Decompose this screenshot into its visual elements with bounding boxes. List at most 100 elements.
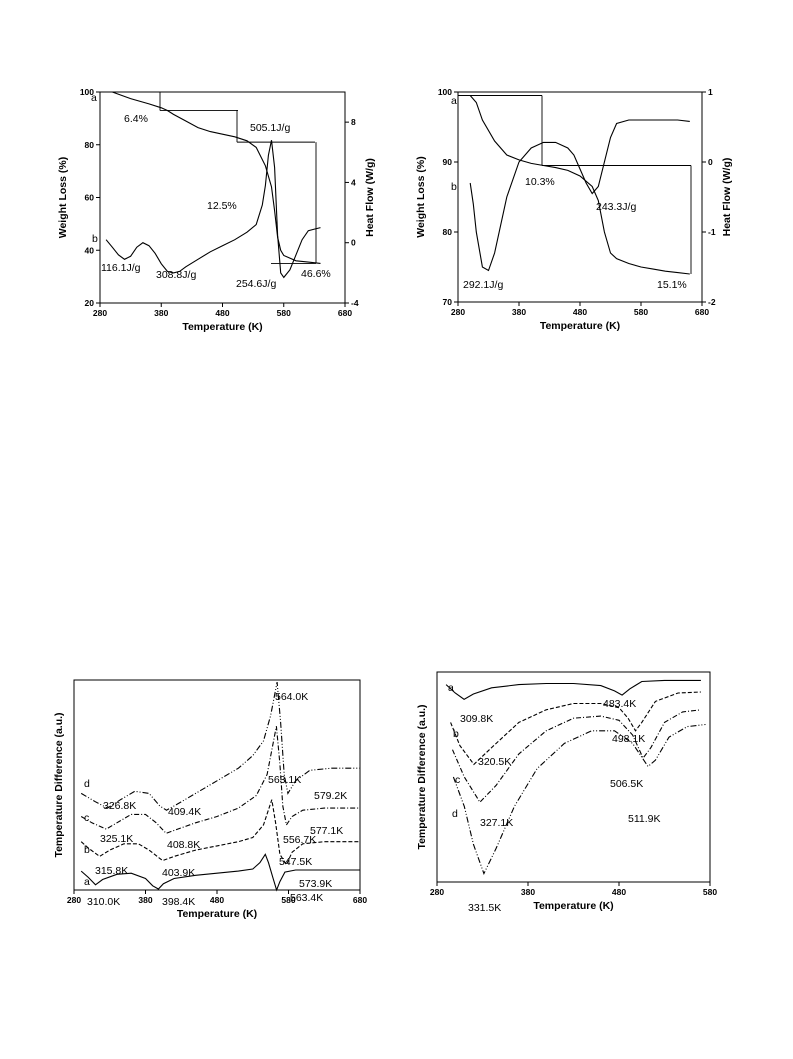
y2-tick-label: -1 [708,227,716,237]
y-axis-title: Weight Loss (%) [57,157,69,238]
annotation-label: d [452,808,458,820]
annotation-label: 403.9K [162,867,195,879]
y-tick-label: 20 [85,298,95,308]
x-tick-label: 380 [521,887,535,897]
x-tick-label: 280 [430,887,444,897]
annotation-label: a [451,95,457,107]
annotation-label: 564.0K [275,691,308,703]
annotation-label: b [451,181,457,193]
annotation-label: 325.1K [100,833,133,845]
x-tick-label: 580 [281,895,295,905]
chart-panel-bottom-left [73,679,361,894]
annotation-label: 310.0K [87,896,120,908]
x-tick-label: 580 [277,308,291,318]
y-tick-label: 100 [438,87,452,97]
y-tick-label: 80 [85,140,95,150]
x-tick-label: 280 [93,308,107,318]
annotation-label: b [453,728,459,740]
chart-panel-bottom-right [436,671,711,886]
y2-tick-label: 4 [351,177,356,187]
y2-tick-label: -4 [351,298,359,308]
annotation-label: 326.8K [103,800,136,812]
annotation-label: c [84,812,89,824]
plot-frame [436,671,711,883]
annotation-label: c [455,774,460,786]
annotation-label: 243.3J/g [596,201,636,213]
y-axis-title: Temperature Difference (a.u.) [53,712,65,857]
x-tick-label: 680 [353,895,367,905]
annotation-label: b [92,233,98,245]
x-tick-label: 680 [695,307,709,317]
y-tick-label: 60 [85,193,95,203]
annotation-label: d [84,778,90,790]
x-tick-label: 380 [138,895,152,905]
y-tick-label: 40 [85,245,95,255]
x-axis-title: Temperature (K) [177,908,257,920]
x-axis-title: Temperature (K) [540,320,620,332]
annotation-label: 547.5K [279,856,312,868]
chart-panel-top-left [96,91,349,307]
annotation-label: 573.9K [299,878,332,890]
annotation-label: 327.1K [480,817,513,829]
annotation-label: a [91,92,97,104]
y2-tick-label: 1 [708,87,713,97]
series-line-a [112,91,321,264]
series-line-c [80,726,360,834]
annotation-label: 254.6J/g [236,278,276,290]
annotation-label: 505.1J/g [250,122,290,134]
annotation-label: 556.7K [283,834,316,846]
y2-tick-label: 0 [351,238,356,248]
x-tick-label: 380 [154,308,168,318]
annotation-label: 483.4K [603,698,636,710]
annotation-label: 116.1J/g [101,262,141,274]
annotation-label: 506.5K [610,778,643,790]
x-tick-label: 280 [67,895,81,905]
annotation-label: 398.4K [162,896,195,908]
chart-panel-top-right [454,91,706,306]
annotation-label: b [84,844,90,856]
x-tick-label: 480 [210,895,224,905]
y2-axis-title: Heat Flow (W/g) [364,158,376,237]
y-tick-label: 90 [443,157,453,167]
series-line-a [469,95,690,275]
series-line-b [105,140,321,279]
annotation-label: 292.1J/g [463,279,503,291]
annotation-label: 309.8K [460,713,493,725]
annotation-label: 6.4% [124,113,148,125]
annotation-label: 10.3% [525,176,555,188]
plot-frame [73,679,361,891]
series-line-a [445,679,701,700]
y2-axis-title: Heat Flow (W/g) [721,158,733,237]
annotation-label: 408.8K [167,839,200,851]
series-line-d [452,723,706,876]
annotation-label: 579.2K [314,790,347,802]
x-tick-label: 480 [612,887,626,897]
annotation-label: 15.1% [657,279,687,291]
series-line-b [469,119,690,272]
y-tick-label: 80 [443,227,453,237]
series-line-d [80,681,360,811]
y-tick-label: 100 [80,87,94,97]
series-line-c [451,709,701,804]
annotation-label: a [84,876,90,888]
annotation-label: 563.1K [268,774,301,786]
annotation-label: 563.4K [290,892,323,904]
y-tick-label: 70 [443,297,453,307]
x-tick-label: 280 [451,307,465,317]
y2-tick-label: 8 [351,117,356,127]
annotation-label: 315.8K [95,865,128,877]
series-line-a [80,853,360,892]
x-tick-label: 580 [703,887,717,897]
annotation-label: a [448,682,454,694]
annotation-label: 308.8J/g [156,269,196,281]
annotation-label: 12.5% [207,200,237,212]
annotation-label: 511.9K [628,813,661,825]
x-axis-title: Temperature (K) [182,321,262,333]
annotation-label: 409.4K [168,806,201,818]
annotation-label: 46.6% [301,268,331,280]
plot-frame [457,91,703,303]
annotation-label: 320.5K [478,756,511,768]
series-line-b [80,799,360,866]
y-axis-title: Temperature Difference (a.u.) [416,704,428,849]
